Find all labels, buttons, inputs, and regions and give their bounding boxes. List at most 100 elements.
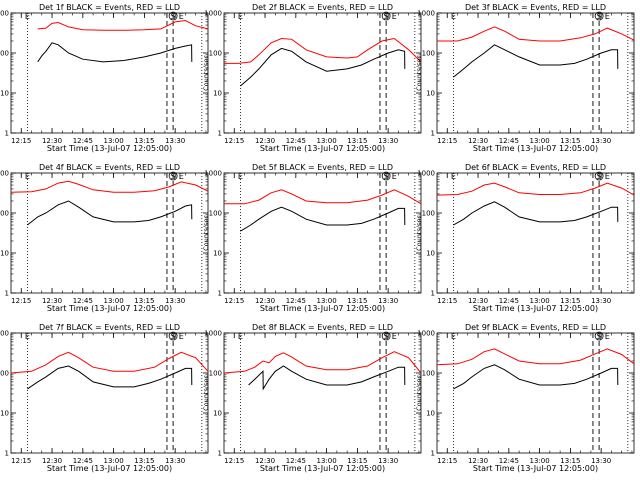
marker-label: E xyxy=(451,12,456,21)
x-tick-label: 13:15 xyxy=(134,457,154,465)
y-tick-label: 1000 xyxy=(0,10,9,18)
series-line-events xyxy=(27,365,193,390)
marker-label: E xyxy=(25,12,30,21)
x-tick-label: 13:15 xyxy=(347,137,367,145)
plot-frame xyxy=(436,172,635,294)
x-axis-label: Start Time (13-Jul-07 12:05:00) xyxy=(260,304,385,313)
x-tick-label: 13:30 xyxy=(378,137,398,145)
panel-det-9: Det 9f BLACK = Events, RED = LLD 1 10 100 10… xyxy=(415,323,635,473)
y-axis-label: Counts/sec xyxy=(415,375,423,411)
y-tick-label: 1000 xyxy=(417,10,435,18)
y-tick-label: 10 xyxy=(213,250,222,258)
x-tick-label: 13:30 xyxy=(591,457,611,465)
y-axis-label: Counts/sec xyxy=(202,55,210,91)
x-tick-label: 13:15 xyxy=(347,297,367,305)
marker-label: E xyxy=(179,12,184,21)
y-tick-label: 100 xyxy=(209,370,222,378)
x-tick-label: 13:00 xyxy=(104,457,124,465)
y-tick-label: 1000 xyxy=(417,330,435,338)
marker-circle xyxy=(168,331,178,341)
y-tick-label: 1000 xyxy=(204,330,222,338)
marker-circle xyxy=(168,171,178,181)
y-tick-label: 100 xyxy=(422,370,435,378)
x-tick-label: 12:15 xyxy=(224,297,244,305)
series-line-lld xyxy=(224,37,422,64)
y-tick-label: 10 xyxy=(213,90,222,98)
marker-circle xyxy=(381,331,391,341)
series-line-events xyxy=(37,42,193,63)
y-tick-label: 100 xyxy=(422,210,435,218)
x-tick-label: 12:15 xyxy=(11,457,31,465)
y-tick-label: 100 xyxy=(422,50,435,58)
x-tick-label: 13:30 xyxy=(165,457,185,465)
marker-circle xyxy=(381,11,391,21)
x-axis-label: Start Time (13-Jul-07 12:05:00) xyxy=(473,144,598,153)
y-tick-label: 10 xyxy=(0,250,9,258)
y-tick-label: 1 xyxy=(218,290,222,298)
y-tick-label: 1 xyxy=(5,450,9,458)
marker-label: E xyxy=(451,332,456,341)
series-line-events xyxy=(453,44,619,78)
series-line-lld xyxy=(437,26,635,42)
series-line-lld xyxy=(223,351,422,374)
y-tick-label: 10 xyxy=(426,250,435,258)
marker-circle xyxy=(594,11,604,21)
x-tick-label: 12:30 xyxy=(255,457,275,465)
x-tick-label: 12:15 xyxy=(437,297,457,305)
marker-label: S xyxy=(384,332,389,341)
marker-circle xyxy=(381,171,391,181)
y-tick-label: 1000 xyxy=(0,330,9,338)
y-tick-label: 100 xyxy=(0,50,9,58)
x-tick-label: 13:00 xyxy=(317,137,337,145)
marker-label: E xyxy=(392,12,397,21)
x-tick-label: 12:30 xyxy=(468,297,488,305)
y-tick-label: 1 xyxy=(431,130,435,138)
marker-label: S xyxy=(597,12,602,21)
plot-frame xyxy=(10,172,209,294)
plot-frame xyxy=(223,332,422,454)
x-tick-label: 13:15 xyxy=(134,137,154,145)
x-tick-label: 13:30 xyxy=(378,457,398,465)
y-tick-label: 1000 xyxy=(204,10,222,18)
y-tick-label: 1000 xyxy=(417,170,435,178)
plot-frame xyxy=(436,12,635,134)
x-tick-label: 12:15 xyxy=(11,137,31,145)
y-axis-label: Counts/sec xyxy=(202,215,210,251)
x-tick-label: 12:45 xyxy=(73,457,93,465)
x-axis-label: Start Time (13-Jul-07 12:05:00) xyxy=(473,464,598,473)
x-tick-label: 13:00 xyxy=(104,137,124,145)
x-tick-label: 13:00 xyxy=(530,457,550,465)
marker-circle xyxy=(168,11,178,21)
x-tick-label: 13:15 xyxy=(560,297,580,305)
series-line-events xyxy=(240,47,406,87)
panel-title: Det 3f BLACK = Events, RED = LLD xyxy=(465,3,606,12)
y-tick-label: 10 xyxy=(0,410,9,418)
x-tick-label: 13:00 xyxy=(317,297,337,305)
x-tick-label: 12:15 xyxy=(437,457,457,465)
y-tick-label: 10 xyxy=(426,90,435,98)
x-tick-label: 12:15 xyxy=(437,137,457,145)
x-tick-label: 13:00 xyxy=(104,297,124,305)
y-axis-label: Counts/sec xyxy=(202,375,210,411)
panel-det-6: Det 6f BLACK = Events, RED = LLD 1 10 100 10… xyxy=(415,163,635,313)
x-tick-label: 13:00 xyxy=(530,297,550,305)
plot-frame xyxy=(10,332,209,454)
panel-det-1: Det 1f BLACK = Events, RED = LLD 1 10 100 10… xyxy=(0,3,209,153)
x-tick-label: 12:15 xyxy=(224,137,244,145)
x-tick-label: 12:45 xyxy=(499,137,519,145)
marker-label: E xyxy=(392,172,397,181)
y-tick-label: 1 xyxy=(218,130,222,138)
panel-det-4: Det 4f BLACK = Events, RED = LLD 1 10 100 10… xyxy=(0,163,209,313)
x-tick-label: 13:00 xyxy=(530,137,550,145)
panel-det-5: Det 5f BLACK = Events, RED = LLD 1 10 100 10… xyxy=(202,163,422,313)
x-tick-label: 12:30 xyxy=(255,297,275,305)
panel-title: Det 6f BLACK = Events, RED = LLD xyxy=(465,163,606,172)
marker-label: S xyxy=(171,172,176,181)
series-line-events xyxy=(453,201,619,226)
series-line-events xyxy=(248,365,406,391)
marker-label: S xyxy=(597,332,602,341)
plot-frame xyxy=(10,12,209,134)
panel-det-3: Det 3f BLACK = Events, RED = LLD 1 10 100 10… xyxy=(415,3,635,153)
marker-label: S xyxy=(384,12,389,21)
x-tick-label: 13:00 xyxy=(317,457,337,465)
